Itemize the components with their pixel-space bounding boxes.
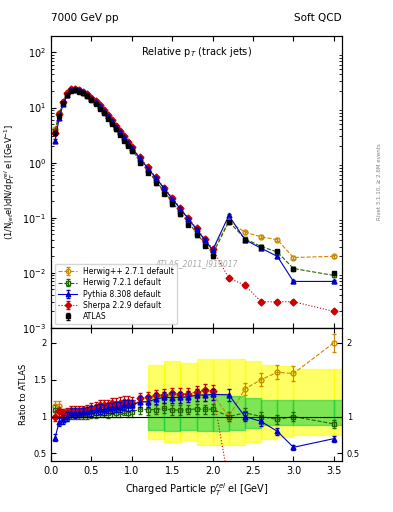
Text: Soft QCD: Soft QCD bbox=[294, 13, 342, 23]
X-axis label: Charged Particle p$_{T}^{rel}$ el [GeV]: Charged Particle p$_{T}^{rel}$ el [GeV] bbox=[125, 481, 268, 498]
Text: Rivet 3.1.10, ≥ 2.6M events: Rivet 3.1.10, ≥ 2.6M events bbox=[377, 143, 382, 220]
Text: 7000 GeV pp: 7000 GeV pp bbox=[51, 13, 119, 23]
Text: ATLAS_2011_I919017: ATLAS_2011_I919017 bbox=[155, 259, 238, 268]
Y-axis label: Ratio to ATLAS: Ratio to ATLAS bbox=[18, 364, 28, 425]
Legend: Herwig++ 2.7.1 default, Herwig 7.2.1 default, Pythia 8.308 default, Sherpa 2.2.9: Herwig++ 2.7.1 default, Herwig 7.2.1 def… bbox=[55, 264, 177, 324]
Text: Relative p$_T$ (track jets): Relative p$_T$ (track jets) bbox=[141, 45, 252, 58]
Y-axis label: (1/N$_{jet}$el)dN/dp$_T^{rel}$ el [GeV$^{-1}$]: (1/N$_{jet}$el)dN/dp$_T^{rel}$ el [GeV$^… bbox=[2, 124, 17, 240]
